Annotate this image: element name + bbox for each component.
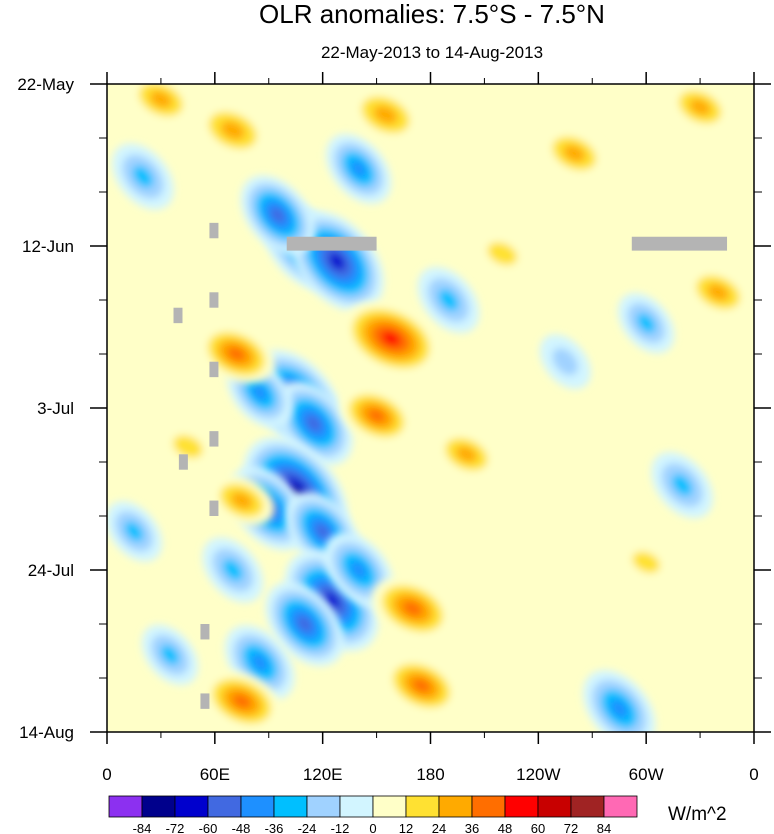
x-axis: 0 60E 120E 180 120W 60W 0 bbox=[102, 72, 759, 784]
convection-anomaly-17 bbox=[618, 293, 675, 354]
x-tick-label-3: 180 bbox=[416, 765, 444, 784]
y-tick-label-4: 14-Aug bbox=[19, 723, 74, 742]
colorbar-swatch-12 bbox=[504, 795, 539, 818]
convection-anomaly-21 bbox=[141, 624, 198, 685]
suppressed-anomaly-28 bbox=[339, 387, 414, 444]
convection-anomaly-2 bbox=[240, 175, 315, 255]
colorbar-swatch-6 bbox=[306, 795, 341, 818]
suppressed-anomaly-32 bbox=[128, 84, 194, 125]
colorbar-label-13: 72 bbox=[564, 821, 578, 834]
missing-data-patch-0 bbox=[286, 236, 377, 251]
convection-anomaly-10 bbox=[265, 581, 344, 667]
y-tick-label-2: 3-Jul bbox=[37, 399, 74, 418]
missing-data-patch-2 bbox=[209, 222, 219, 239]
convection-anomaly-15 bbox=[326, 133, 392, 204]
colorbar-label-11: 48 bbox=[498, 821, 512, 834]
chart-title: OLR anomalies: 7.5°S - 7.5°N bbox=[259, 0, 605, 29]
colorbar-label-12: 60 bbox=[531, 821, 545, 834]
colorbar-label-2: -60 bbox=[199, 821, 218, 834]
colorbar-swatch-13 bbox=[537, 795, 572, 818]
suppressed-anomaly-39 bbox=[472, 231, 532, 277]
missing-data-patch-6 bbox=[209, 431, 219, 447]
suppressed-anomaly-25 bbox=[383, 656, 460, 715]
y-tick-label-3: 24-Jul bbox=[28, 561, 74, 580]
suppressed-anomaly-23 bbox=[342, 301, 440, 376]
x-tick-label-4: 120W bbox=[516, 765, 560, 784]
colorbar-swatch-2 bbox=[174, 795, 209, 818]
suppressed-anomaly-26 bbox=[202, 671, 281, 731]
missing-data-patch-8 bbox=[209, 500, 219, 516]
colorbar-label-8: 12 bbox=[399, 821, 413, 834]
suppressed-anomaly-35 bbox=[209, 475, 275, 526]
convection-anomaly-22 bbox=[539, 334, 591, 389]
missing-data-patch-7 bbox=[178, 454, 188, 470]
anomaly-field bbox=[107, 84, 751, 732]
colorbar-label-7: 0 bbox=[369, 821, 376, 834]
missing-data-patch-10 bbox=[200, 693, 210, 709]
suppressed-anomaly-34 bbox=[685, 267, 751, 318]
y-tick-label-1: 12-Jun bbox=[22, 237, 74, 256]
colorbar-label-6: -12 bbox=[331, 821, 350, 834]
colorbar-units: W/m^2 bbox=[668, 804, 727, 825]
colorbar-swatch-8 bbox=[372, 795, 407, 818]
colorbar-swatch-14 bbox=[570, 795, 605, 818]
x-tick-label-6: 0 bbox=[749, 765, 758, 784]
colorbar-swatch-11 bbox=[471, 795, 506, 818]
missing-data-layer bbox=[173, 222, 728, 709]
x-tick-label-1: 60E bbox=[200, 765, 230, 784]
convection-anomaly-18 bbox=[651, 452, 713, 519]
suppressed-anomaly-30 bbox=[541, 128, 607, 179]
colorbar: -84 -72 -60 -48 -36 -24 -12 0 12 24 36 48 60 72 84 bbox=[108, 795, 638, 834]
colorbar-label-0: -84 bbox=[133, 821, 152, 834]
missing-data-patch-9 bbox=[200, 624, 210, 640]
x-tick-label-0: 0 bbox=[102, 765, 111, 784]
colorbar-swatch-7 bbox=[339, 795, 374, 818]
suppressed-anomaly-31 bbox=[197, 102, 269, 158]
colorbar-swatch-9 bbox=[405, 795, 440, 818]
colorbar-label-5: -24 bbox=[298, 821, 317, 834]
colorbar-swatch-5 bbox=[273, 795, 308, 818]
convection-anomaly-20 bbox=[107, 501, 163, 562]
colorbar-swatch-10 bbox=[438, 795, 473, 818]
x-tick-label-5: 60W bbox=[629, 765, 664, 784]
y-axis: 22-May 12-Jun 3-Jul 24-Jul 14-Aug bbox=[17, 75, 771, 742]
convection-anomaly-16 bbox=[417, 267, 480, 333]
suppressed-anomaly-24 bbox=[372, 577, 454, 640]
suppressed-anomaly-38 bbox=[618, 541, 674, 584]
colorbar-label-9: 24 bbox=[432, 821, 446, 834]
colorbar-swatch-15 bbox=[603, 795, 638, 818]
missing-data-patch-5 bbox=[209, 361, 219, 378]
colorbar-label-3: -48 bbox=[232, 821, 251, 834]
convection-anomaly-14 bbox=[112, 143, 174, 210]
x-tick-label-2: 120E bbox=[303, 765, 343, 784]
convection-anomaly-13 bbox=[202, 537, 264, 603]
missing-data-patch-3 bbox=[209, 292, 219, 308]
convection-anomaly-19 bbox=[583, 670, 656, 732]
colorbar-label-14: 84 bbox=[597, 821, 611, 834]
colorbar-swatch-4 bbox=[240, 795, 275, 818]
colorbar-swatch-0 bbox=[108, 795, 143, 818]
suppressed-anomaly-33 bbox=[434, 430, 499, 479]
suppressed-anomaly-36 bbox=[668, 84, 732, 132]
colorbar-label-10: 36 bbox=[465, 821, 479, 834]
colorbar-swatch-1 bbox=[141, 795, 176, 818]
colorbar-swatch-3 bbox=[207, 795, 242, 818]
missing-data-patch-1 bbox=[631, 236, 728, 251]
chart-subtitle: 22-May-2013 to 14-Aug-2013 bbox=[321, 43, 543, 62]
colorbar-label-4: -36 bbox=[265, 821, 284, 834]
y-tick-label-0: 22-May bbox=[17, 75, 74, 94]
missing-data-patch-4 bbox=[173, 307, 183, 324]
colorbar-label-1: -72 bbox=[166, 821, 185, 834]
suppressed-anomaly-37 bbox=[158, 423, 218, 470]
suppressed-anomaly-29 bbox=[349, 87, 422, 143]
